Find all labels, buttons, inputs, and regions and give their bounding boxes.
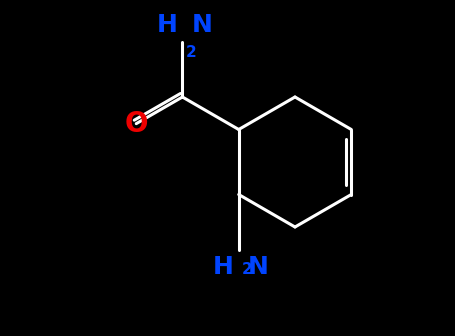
Text: H: H bbox=[212, 255, 233, 279]
Text: N: N bbox=[247, 255, 268, 279]
Text: 2: 2 bbox=[241, 262, 252, 277]
Text: 2: 2 bbox=[185, 45, 196, 60]
Text: O: O bbox=[124, 110, 148, 138]
Text: H: H bbox=[156, 13, 177, 37]
Text: N: N bbox=[191, 13, 212, 37]
